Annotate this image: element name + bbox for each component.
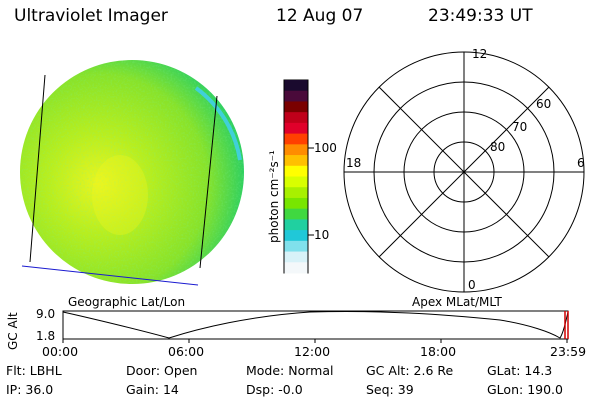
- info-dsp: Dsp: -0.0: [246, 382, 303, 397]
- time-tick-0000: 00:00: [42, 344, 79, 359]
- colorbar-band: [284, 197, 308, 210]
- colorbar-band: [284, 122, 308, 135]
- colorbar-band: [284, 251, 308, 263]
- mlat-label-60: 60: [536, 97, 552, 111]
- mlt-label-0: 0: [468, 278, 476, 292]
- meridian-line-right: [199, 95, 218, 269]
- mlat-label-80: 80: [490, 140, 506, 154]
- colorbar-band: [284, 144, 308, 156]
- polar-plot: [343, 51, 585, 293]
- mlt-label-18: 18: [346, 156, 362, 170]
- altitude-strip: [62, 310, 569, 343]
- color-bar: [283, 79, 314, 274]
- info-gc-alt: GC Alt: 2.6 Re: [366, 363, 454, 378]
- uv-disk-image: [20, 60, 244, 286]
- colorbar-band: [284, 90, 308, 102]
- colorbar-tick-10: 10: [314, 228, 330, 242]
- info-glat: GLat: 14.3: [487, 363, 553, 378]
- time-label: 23:49:33 UT: [428, 6, 533, 26]
- mlt-label-6: 6: [577, 156, 585, 170]
- colorbar-band: [284, 208, 308, 220]
- altitude-axis-label: GC Alt: [6, 312, 20, 350]
- colorbar-band: [284, 101, 308, 113]
- colorbar-band: [284, 80, 308, 92]
- colorbar-band: [284, 187, 308, 199]
- colorbar-band: [284, 262, 308, 274]
- info-seq: Seq: 39: [366, 382, 414, 397]
- altitude-tick-9: 9.0: [36, 307, 56, 321]
- latitude-line: [21, 265, 199, 286]
- colorbar-band: [284, 165, 308, 177]
- colorbar-band: [284, 176, 308, 188]
- time-tick-1200: 12:00: [294, 344, 331, 359]
- colorbar-band: [284, 230, 308, 242]
- colorbar-band: [284, 155, 308, 167]
- left-panel-label: Geographic Lat/Lon: [68, 295, 186, 309]
- instrument-title: Ultraviolet Imager: [14, 6, 168, 26]
- info-glon: GLon: 190.0: [487, 382, 563, 397]
- colorbar-tick-100: 100: [314, 141, 337, 155]
- info-flt: Flt: LBHL: [6, 363, 62, 378]
- mlat-label-70: 70: [512, 120, 528, 134]
- colorbar-band: [284, 219, 308, 231]
- date-label: 12 Aug 07: [276, 6, 364, 26]
- info-mode: Mode: Normal: [246, 363, 334, 378]
- info-ip: IP: 36.0: [6, 382, 54, 397]
- colorbar-unit-label: photon cm⁻²s⁻¹: [267, 150, 281, 243]
- mlt-label-12: 12: [472, 47, 488, 61]
- time-tick-1800: 18:00: [420, 344, 457, 359]
- right-panel-label: Apex MLat/MLT: [412, 295, 502, 309]
- colorbar-band: [284, 240, 308, 253]
- time-tick-2359: 23:59: [550, 344, 587, 359]
- colorbar-band: [284, 133, 308, 145]
- colorbar-band: [284, 112, 308, 124]
- info-door: Door: Open: [126, 363, 198, 378]
- altitude-tick-1-8: 1.8: [36, 329, 56, 343]
- meridian-line-left: [29, 74, 46, 263]
- time-tick-0600: 06:00: [168, 344, 205, 359]
- info-gain: Gain: 14: [126, 382, 179, 397]
